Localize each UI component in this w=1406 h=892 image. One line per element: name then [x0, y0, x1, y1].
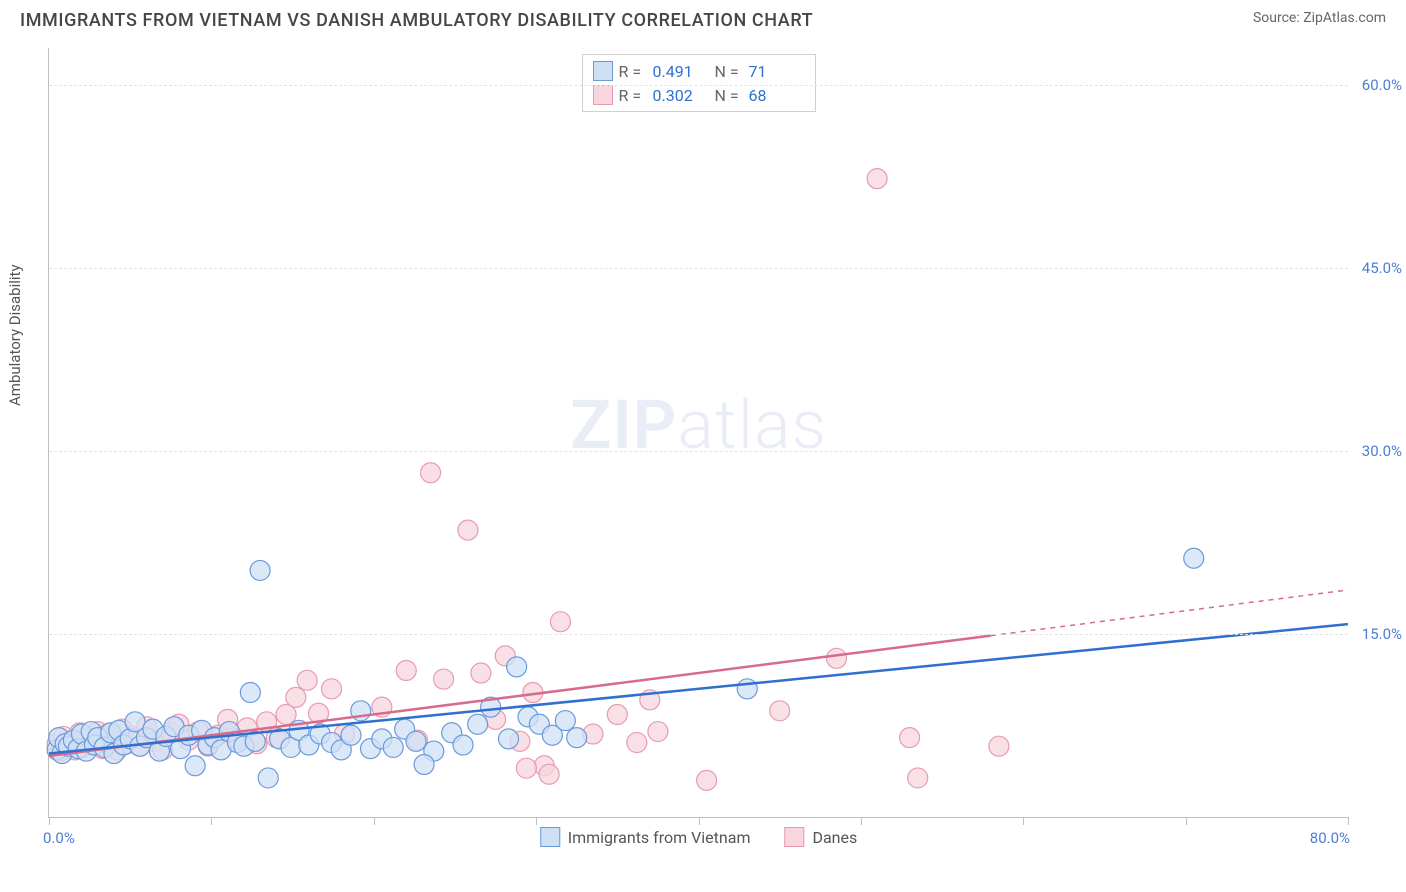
data-point — [567, 728, 587, 748]
x-tick — [1186, 817, 1187, 825]
x-tick — [1023, 817, 1024, 825]
stats-legend: R = 0.491 N = 71 R = 0.302 N = 68 — [582, 54, 816, 112]
data-point — [471, 663, 491, 683]
data-point — [627, 733, 647, 753]
gridline — [49, 451, 1348, 452]
x-tick — [211, 817, 212, 825]
legend-label-blue: Immigrants from Vietnam — [568, 828, 751, 847]
data-point — [989, 736, 1009, 756]
data-point — [240, 682, 260, 702]
data-point — [697, 770, 717, 790]
legend-item-blue: Immigrants from Vietnam — [540, 827, 751, 847]
data-point — [458, 520, 478, 540]
data-point — [499, 729, 519, 749]
data-point — [406, 731, 426, 751]
data-point — [908, 768, 928, 788]
data-point — [250, 560, 270, 580]
gridline — [49, 268, 1348, 269]
y-tick-label: 30.0% — [1362, 442, 1402, 460]
data-point — [555, 711, 575, 731]
x-tick — [861, 817, 862, 825]
chart-area: Ambulatory Disability ZIPatlas R = 0.491… — [0, 0, 1406, 892]
data-point — [900, 728, 920, 748]
data-point — [770, 701, 790, 721]
stats-row-blue: R = 0.491 N = 71 — [593, 59, 805, 83]
data-point — [286, 687, 306, 707]
scatter-layer — [49, 48, 1348, 817]
data-point — [1184, 548, 1204, 568]
y-tick-label: 15.0% — [1362, 625, 1402, 643]
data-point — [434, 669, 454, 689]
data-point — [414, 755, 434, 775]
data-point — [396, 661, 416, 681]
data-point — [383, 737, 403, 757]
data-point — [648, 722, 668, 742]
data-point — [322, 679, 342, 699]
data-point — [516, 758, 536, 778]
legend-square-blue — [593, 61, 613, 81]
data-point — [539, 764, 559, 784]
plot-region: ZIPatlas R = 0.491 N = 71 R = 0.302 N = … — [48, 48, 1348, 818]
data-point — [507, 657, 527, 677]
gridline — [49, 634, 1348, 635]
x-tick — [1348, 817, 1349, 825]
data-point — [468, 714, 488, 734]
x-tick — [374, 817, 375, 825]
legend-square-pink — [593, 85, 613, 105]
legend-square-blue-icon — [540, 827, 560, 847]
x-axis-max-label: 80.0% — [1310, 829, 1350, 847]
data-point — [550, 612, 570, 632]
data-point — [258, 768, 278, 788]
x-tick — [699, 817, 700, 825]
series-legend: Immigrants from Vietnam Danes — [540, 827, 858, 847]
data-point — [607, 704, 627, 724]
data-point — [453, 735, 473, 755]
stats-row-pink: R = 0.302 N = 68 — [593, 83, 805, 107]
data-point — [341, 725, 361, 745]
gridline — [49, 85, 1348, 86]
y-axis-label: Ambulatory Disability — [6, 264, 24, 406]
x-tick — [536, 817, 537, 825]
data-point — [421, 463, 441, 483]
data-point — [185, 756, 205, 776]
y-tick-label: 60.0% — [1362, 76, 1402, 94]
x-axis-min-label: 0.0% — [43, 829, 75, 847]
data-point — [297, 670, 317, 690]
legend-label-pink: Danes — [812, 828, 857, 847]
legend-item-pink: Danes — [784, 827, 857, 847]
x-tick — [49, 817, 50, 825]
y-tick-label: 45.0% — [1362, 259, 1402, 277]
data-point — [737, 679, 757, 699]
data-point — [867, 169, 887, 189]
legend-square-pink-icon — [784, 827, 804, 847]
data-point — [827, 648, 847, 668]
